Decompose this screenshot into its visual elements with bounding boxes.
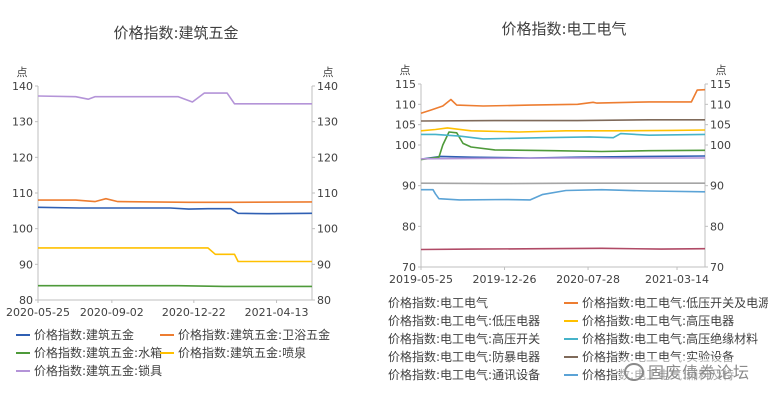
legend-label-5: 价格指数:建筑五金:锁具 [34,363,162,378]
x-tick-label: 2020-05-25 [6,306,70,319]
y-tick-label-left: 120 [12,151,33,164]
y-tick-label-right: 115 [710,78,731,91]
x-tick-label: 2020-12-22 [162,306,226,319]
series-line-2 [421,90,705,114]
y-tick-label-left: 110 [395,98,416,111]
chart-title: 价格指数:建筑五金 [113,24,238,42]
y-tick-label-left: 90 [19,258,33,271]
y-tick-label-left: 90 [402,180,416,193]
x-tick-label: 2021-03-14 [645,273,709,286]
y-tick-label-left: 140 [12,80,33,93]
legend: 价格指数:建筑五金价格指数:建筑五金:卫浴五金价格指数:建筑五金:水箱价格指数:… [16,327,330,378]
y-tick-label-right: 100 [317,223,338,236]
series-line-4 [38,248,312,262]
y-tick-label-left: 80 [402,220,416,233]
y-tick-label-right: 80 [710,220,724,233]
y-tick-label-right: 105 [710,119,731,132]
y-tick-label-right: 90 [710,180,724,193]
y-tick-label-left: 110 [12,187,33,200]
legend-label-3: 价格指数:建筑五金:水箱 [34,345,162,360]
series-line-3 [38,286,312,287]
legend-label-5: 价格指数:电工电气:高压开关 [388,331,540,346]
x-tick-label: 2020-07-28 [556,273,620,286]
unit-label-left: 点 [17,66,28,79]
legend-label-2: 价格指数:电工电气:低压开关及电源 [582,295,768,310]
watermark-text: 固废债券论坛 [648,363,750,382]
y-tick-label-left: 115 [395,78,416,91]
series-line-7 [421,248,705,249]
wechat-icon [624,363,644,381]
chart-title: 价格指数:电工电气 [501,20,626,38]
legend-label-6: 价格指数:电工电气:高压绝缘材料 [582,331,758,346]
legend-label-7: 价格指数:电工电气:防暴电器 [388,349,540,364]
series-line-8 [421,120,705,121]
y-tick-label-left: 130 [12,116,33,129]
unit-label-left: 点 [400,64,411,77]
y-tick-label-right: 110 [710,98,731,111]
y-tick-label-right: 140 [317,80,338,93]
series-line-6 [421,134,705,139]
x-tick-label: 2020-09-02 [80,306,144,319]
unit-label-right: 点 [716,64,727,77]
y-tick-label-right: 70 [710,261,724,274]
y-tick-label-right: 80 [317,294,331,307]
series-line-5 [421,158,705,159]
x-tick-label: 2019-12-26 [473,273,537,286]
legend-label-3: 价格指数:电工电气:低压电器 [388,313,540,328]
series-line-2 [38,199,312,203]
series-line-4 [421,128,705,132]
legend-label-1: 价格指数:电工电气 [388,295,488,310]
unit-label-right: 点 [323,66,334,79]
legend-label-4: 价格指数:电工电气:高压电器 [582,313,734,328]
watermark: 固废债券论坛 [620,359,754,383]
x-tick-label: 2021-04-13 [245,306,309,319]
legend-label-1: 价格指数:建筑五金 [34,327,134,342]
legend-label-4: 价格指数:建筑五金:喷泉 [178,345,306,360]
y-tick-label-left: 105 [395,119,416,132]
legend-label-2: 价格指数:建筑五金:卫浴五金 [178,327,330,342]
y-tick-label-right: 100 [710,139,731,152]
series-line-1 [38,207,312,213]
y-tick-label-right: 110 [317,187,338,200]
y-tick-label-right: 130 [317,116,338,129]
x-tick-label: 2019-05-25 [389,273,453,286]
legend-label-9: 价格指数:电工电气:通讯设备 [388,367,540,382]
series-line-5 [38,93,312,104]
y-tick-label-right: 120 [317,151,338,164]
y-tick-label-right: 90 [317,258,331,271]
series-line-10 [421,190,705,200]
y-tick-label-left: 100 [12,223,33,236]
y-tick-label-left: 100 [395,139,416,152]
